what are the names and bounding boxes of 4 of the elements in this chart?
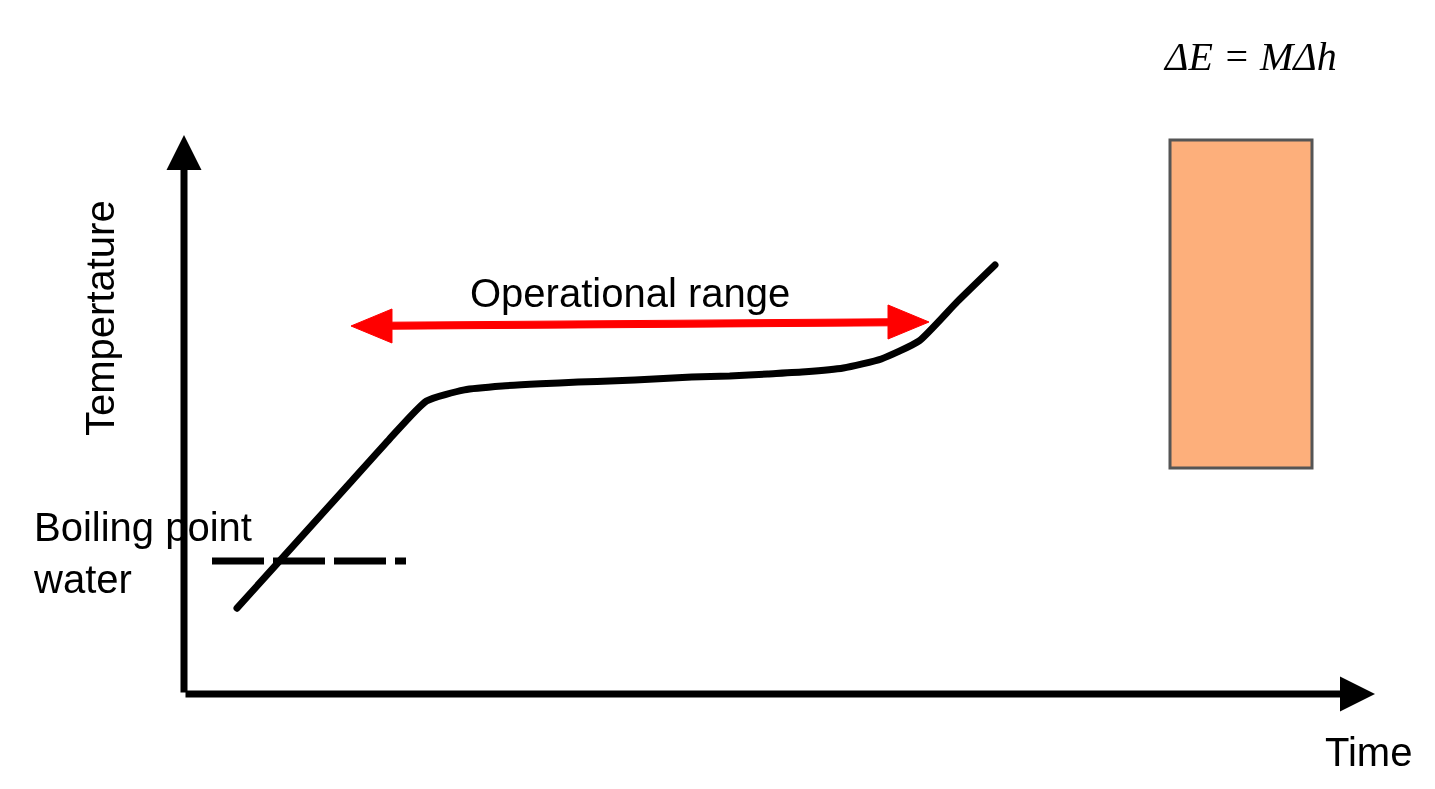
y-axis-title: Tempertature [78, 200, 122, 436]
text: ΔE = MΔh [1163, 34, 1337, 79]
annotation: Operational range [470, 271, 791, 315]
text: Time [1325, 730, 1413, 774]
